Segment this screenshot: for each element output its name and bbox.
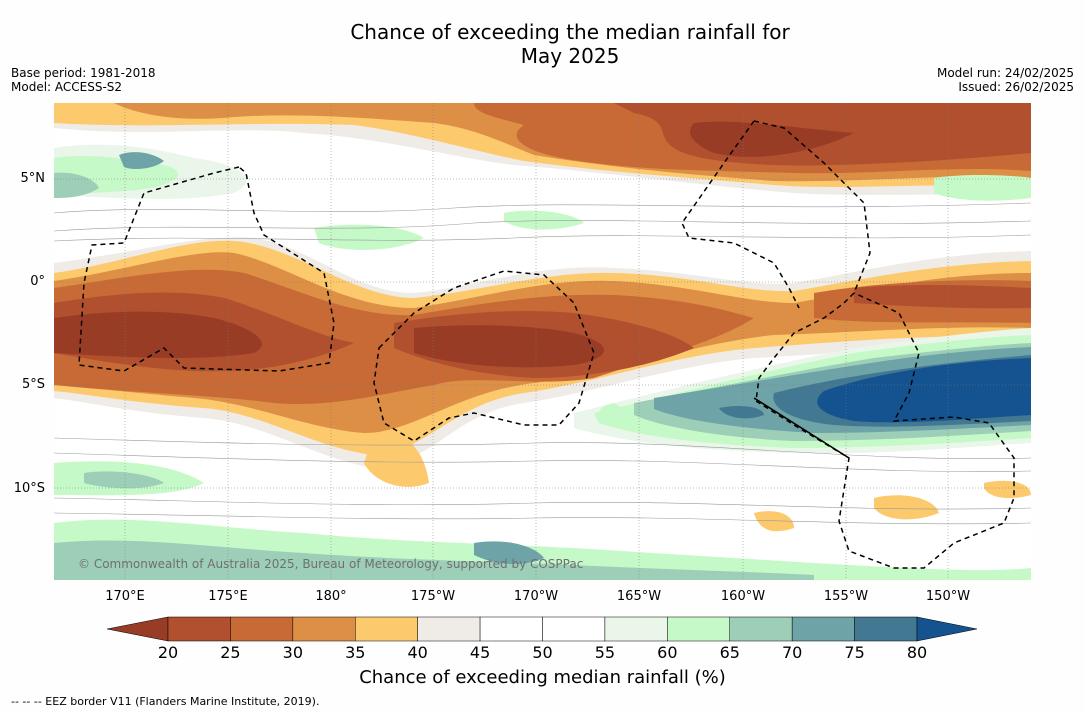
colorbar-tick-label: 50 [532,643,553,662]
south-wet-core [817,358,1031,423]
south-dry-1 [364,432,429,487]
colorbar-segment [355,616,418,642]
south-dry-2 [754,511,794,532]
lat-label-5n: 5°N [20,171,46,186]
colorbar-over-arrow [916,616,978,642]
colorbar-segment [854,616,918,642]
lon-label-165w: 165°W [616,589,662,604]
colorbar-segment [729,616,793,642]
title-line-1: Chance of exceeding the median rainfall … [350,20,790,44]
colorbar-under-arrow [106,616,169,642]
lon-label-155w: 155°W [823,589,869,604]
meta-left: Base period: 1981-2018 Model: ACCESS-S2 [11,66,156,94]
model-name: Model: ACCESS-S2 [11,80,123,94]
north-green-patch-6 [314,224,424,250]
eez-solid-segment [753,397,850,459]
south-dry-3 [874,495,939,520]
north-band-core [690,121,854,157]
colorbar-tick-label: 20 [157,643,179,662]
colorbar-tick-label: 75 [844,643,865,662]
colorbar-segment [417,616,481,642]
colorbar-tick-label: 25 [220,643,241,662]
south-dry-4 [984,480,1031,499]
lon-label-170e: 170°E [105,589,145,604]
colorbar [106,616,979,646]
colorbar-segment [604,616,668,642]
colorbar-tick-label: 40 [407,643,428,662]
south-patch-5 [474,541,544,565]
colorbar-label: Chance of exceeding median rainfall (%) [359,667,726,688]
colorbar-tick-label: 70 [781,643,803,662]
colorbar-segment [292,616,356,642]
equator-band-core-mid [414,325,604,368]
colorbar-tick-label: 65 [719,643,740,662]
lat-label-0: 0° [30,274,45,289]
south-patch-4 [54,540,814,580]
equator-band-20-east [854,284,1031,309]
base-period: Base period: 1981-2018 [11,66,156,80]
lon-label-150w: 150°W [925,589,971,604]
lon-label-175w: 175°W [410,589,456,604]
lat-label-5s: 5°S [21,377,45,392]
title-line-2: May 2025 [520,44,620,68]
map-title: Chance of exceeding the median rainfall … [0,20,1085,68]
lon-label-180: 180° [315,589,347,604]
colorbar-segment [667,616,730,642]
lat-label-10s: 10°S [13,481,45,496]
south-patch-6 [598,403,625,424]
colorbar-segment [479,616,543,642]
contour-lines [54,202,1031,525]
colorbar-graphic [106,616,978,642]
north-green-patch-7 [504,210,584,230]
colorbar-segment [230,616,294,642]
issued-date: Issued: 26/02/2025 [958,80,1074,94]
colorbar-tick-label: 45 [469,643,491,662]
copyright-notice: © Commonwealth of Australia 2025, Bureau… [78,557,584,571]
colorbar-tick-label: 80 [906,643,928,662]
eez-footnote: -- -- -- EEZ border V11 (Flanders Marine… [11,695,320,708]
north-green-patch-4 [119,152,164,169]
rainfall-map [54,103,1031,580]
colorbar-segment [167,616,231,642]
rainfall-map-canvas [54,103,1031,580]
colorbar-tick-label: 60 [657,643,678,662]
south-patch-2 [84,471,164,489]
model-run-date: Model run: 24/02/2025 [936,66,1074,80]
lon-label-160w: 160°W [720,589,766,604]
lon-label-175e: 175°E [208,589,248,604]
colorbar-tick-label: 35 [345,643,366,662]
colorbar-segment [542,616,606,642]
graticule [54,103,1031,580]
colorbar-segments [167,616,918,642]
north-green-patch-5 [934,174,1031,201]
south-wet-patch [719,405,764,419]
colorbar-tick-label: 55 [594,643,616,662]
colorbar-segment [791,616,855,642]
eez-borders [78,120,1015,569]
equator-band-core-west [54,311,262,358]
meta-right: Model run: 24/02/2025 Issued: 26/02/2025 [937,66,1074,94]
lon-label-170w: 170°W [513,589,559,604]
colorbar-tick-label: 30 [282,643,303,662]
